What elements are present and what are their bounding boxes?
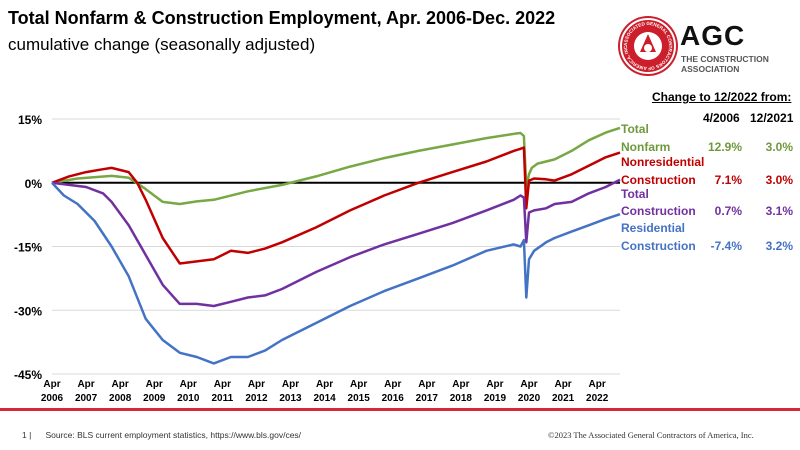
x-tick-year: 2017 <box>416 393 439 404</box>
table-value: 7.1% <box>715 173 743 187</box>
table-value: -7.4% <box>711 239 743 253</box>
x-tick-year: 2012 <box>245 393 268 404</box>
x-tick-month: Apr <box>112 379 129 390</box>
x-tick-year: 2021 <box>552 393 575 404</box>
agc-logo: ASSOCIATED GENERAL CONTRACTORS OF AMERIC… <box>620 18 795 88</box>
x-tick-month: Apr <box>316 379 333 390</box>
table-value: 3.0% <box>766 173 794 187</box>
legend-label: Construction <box>621 239 696 253</box>
col-head-1: 4/2006 <box>703 111 740 125</box>
x-tick-month: Apr <box>43 379 60 390</box>
logo-sub2: ASSOCIATION <box>681 64 740 74</box>
source-text: Source: BLS current employment statistic… <box>45 430 302 440</box>
x-tick-year: 2022 <box>586 393 609 404</box>
legend-label: Nonfarm <box>621 140 670 154</box>
x-tick-month: Apr <box>350 379 367 390</box>
x-tick-year: 2008 <box>109 393 132 404</box>
y-tick-label: 0% <box>25 177 43 191</box>
legend-label: Total <box>621 122 649 136</box>
y-tick-label: -30% <box>14 304 42 318</box>
agc-seal-text: ASSOCIATED GENERAL CONTRACTORS OF AMERIC… <box>620 18 673 71</box>
x-tick-year: 2018 <box>450 393 473 404</box>
x-tick-year: 2014 <box>313 393 336 404</box>
x-tick-month: Apr <box>248 379 265 390</box>
x-tick-month: Apr <box>146 379 163 390</box>
x-tick-month: Apr <box>554 379 571 390</box>
y-tick-label: 15% <box>18 113 42 127</box>
x-tick-year: 2019 <box>484 393 507 404</box>
x-tick-year: 2015 <box>348 393 371 404</box>
table-value: 0.7% <box>715 204 743 218</box>
agc-logo-text: AGC <box>680 20 746 51</box>
table-value: 3.2% <box>766 239 794 253</box>
footer-divider <box>0 408 800 411</box>
x-tick-month: Apr <box>384 379 401 390</box>
y-tick-label: -45% <box>14 368 42 382</box>
legend-label: Residential <box>621 221 685 235</box>
x-tick-month: Apr <box>180 379 197 390</box>
x-tick-year: 2009 <box>143 393 166 404</box>
page-number: 1 | <box>22 430 32 440</box>
x-tick-month: Apr <box>77 379 94 390</box>
chart-title: Total Nonfarm & Construction Employment,… <box>8 8 556 28</box>
table-value: 3.0% <box>766 140 794 154</box>
agc-seal-icon <box>620 18 676 74</box>
logo-sub1: THE CONSTRUCTION <box>681 54 769 64</box>
x-tick-year: 2007 <box>75 393 98 404</box>
legend-label: Construction <box>621 204 696 218</box>
x-tick-year: 2020 <box>518 393 541 404</box>
legend-label: Nonresidential <box>621 155 704 169</box>
x-tick-month: Apr <box>486 379 503 390</box>
legend-label: Construction <box>621 173 696 187</box>
x-tick-month: Apr <box>589 379 606 390</box>
series-line-residential-construction <box>51 181 621 365</box>
table-value: 12.9% <box>708 140 742 154</box>
series-line-nonresidential-construction <box>51 146 621 265</box>
footer-copyright: ©2023 The Associated General Contractors… <box>548 430 754 440</box>
x-tick-year: 2010 <box>177 393 200 404</box>
chart-subtitle: cumulative change (seasonally adjusted) <box>8 35 316 54</box>
series-line-total-nonfarm <box>51 126 621 206</box>
x-tick-month: Apr <box>214 379 231 390</box>
footer-source: 1 | Source: BLS current employment stati… <box>22 430 301 440</box>
y-tick-label: -15% <box>14 241 42 255</box>
legend-label: Total <box>621 187 649 201</box>
change-table-header: Change to 12/2022 from: <box>652 90 792 104</box>
x-tick-month: Apr <box>452 379 469 390</box>
x-tick-month: Apr <box>520 379 537 390</box>
x-tick-year: 2013 <box>279 393 302 404</box>
x-tick-year: 2016 <box>382 393 405 404</box>
employment-line-chart: 15%0%-15%-30%-45%Apr2006Apr2007Apr2008Ap… <box>14 113 794 404</box>
x-tick-month: Apr <box>282 379 299 390</box>
x-tick-year: 2006 <box>41 393 64 404</box>
x-tick-year: 2011 <box>212 393 234 404</box>
x-tick-month: Apr <box>418 379 435 390</box>
col-head-2: 12/2021 <box>750 111 794 125</box>
agc-logo-subtext: THE CONSTRUCTION ASSOCIATION <box>681 54 769 74</box>
series-line-total-construction <box>51 178 621 308</box>
table-value: 3.1% <box>766 204 794 218</box>
